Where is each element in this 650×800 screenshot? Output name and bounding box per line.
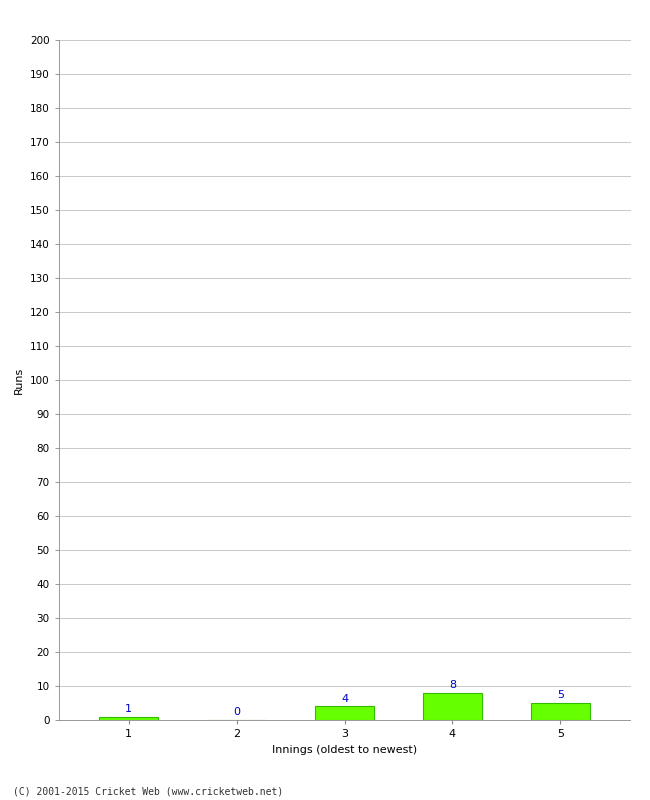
Y-axis label: Runs: Runs — [14, 366, 24, 394]
Text: 8: 8 — [449, 680, 456, 690]
Text: 4: 4 — [341, 694, 348, 704]
Text: (C) 2001-2015 Cricket Web (www.cricketweb.net): (C) 2001-2015 Cricket Web (www.cricketwe… — [13, 786, 283, 796]
Bar — [315, 706, 374, 720]
X-axis label: Innings (oldest to newest): Innings (oldest to newest) — [272, 745, 417, 754]
Text: 5: 5 — [557, 690, 564, 700]
Text: 0: 0 — [233, 707, 240, 718]
Text: 1: 1 — [125, 704, 132, 714]
Bar — [422, 693, 482, 720]
Bar — [530, 703, 590, 720]
Bar — [99, 717, 159, 720]
